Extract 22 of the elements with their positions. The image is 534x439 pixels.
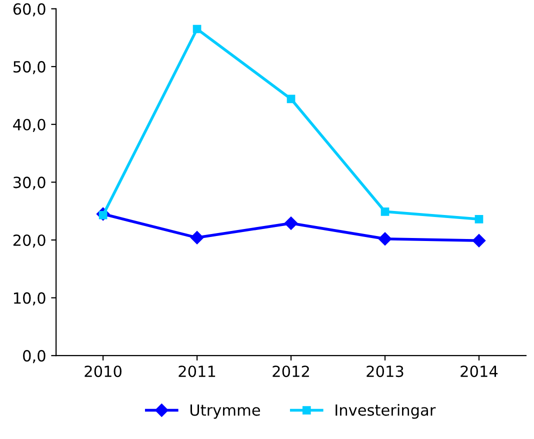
point <box>378 232 392 246</box>
x-tick-label: 2014 <box>460 366 498 378</box>
x-tick-label: 2010 <box>84 366 122 378</box>
x-tick-label: 2013 <box>366 366 404 378</box>
y-tick-label: 0,0 <box>23 350 46 364</box>
point <box>380 207 390 216</box>
x-tick-label: 2011 <box>178 366 216 378</box>
point <box>286 94 296 104</box>
y-tick-label: 60,0 <box>13 3 46 16</box>
point <box>284 216 298 230</box>
y-tick-label: 30,0 <box>13 176 46 190</box>
y-tick-label: 50,0 <box>14 61 46 74</box>
point <box>190 231 204 244</box>
x-tick-label: 2012 <box>272 366 309 378</box>
point <box>192 24 202 34</box>
point <box>474 215 484 224</box>
legend-label: Utrymme <box>190 404 260 419</box>
y-tick-label: 40,0 <box>13 118 46 132</box>
y-tick-label: 20,0 <box>13 234 46 248</box>
y-tick-label: 10,0 <box>14 292 46 306</box>
point <box>472 234 486 248</box>
legend-label: Investeringar <box>336 404 436 419</box>
